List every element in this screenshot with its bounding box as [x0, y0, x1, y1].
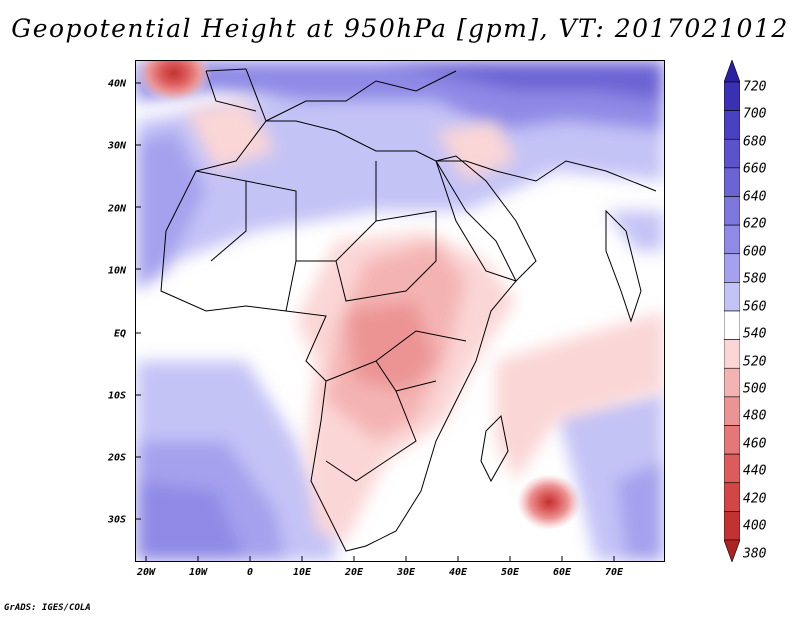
colorbar-level-label: 460 — [743, 436, 767, 452]
lon-label-30e: 30E — [396, 567, 416, 578]
colorbar-level-label: 420 — [743, 491, 767, 507]
colorbar-bin — [724, 253, 740, 283]
low-pressure-shading — [186, 101, 664, 541]
colorbar-level-label: 380 — [743, 546, 767, 562]
colorbar-bottom-arrow — [724, 539, 740, 562]
chart-title: Geopotential Height at 950hPa [gpm], VT:… — [11, 14, 789, 43]
colorbar-level-label: 440 — [743, 463, 767, 479]
low-center-northwest — [136, 61, 212, 103]
lon-label-10e: 10E — [292, 567, 312, 578]
lat-label-20n: 20N — [107, 203, 126, 215]
colorbar-bin — [724, 425, 740, 455]
colorbar-bin — [724, 310, 740, 340]
colorbar-bin — [724, 138, 740, 169]
colorbar-bin — [724, 396, 740, 426]
lat-label-10n: 10N — [107, 265, 126, 277]
colorbar-bin — [724, 196, 740, 226]
lon-label-20w: 20W — [136, 567, 156, 578]
colorbar-level-label: 720 — [743, 79, 767, 95]
colorbar-level-label: 640 — [743, 189, 767, 205]
lon-label-10w: 10W — [188, 567, 208, 578]
lon-label-20e: 20E — [344, 567, 364, 578]
lat-label-30n: 30N — [107, 140, 126, 152]
colorbar-level-label: 540 — [743, 326, 767, 342]
colorbar-level-label: 700 — [743, 106, 767, 122]
lat-label-20s: 20S — [107, 452, 126, 464]
map-panel — [135, 60, 665, 562]
lon-label-70e: 70E — [604, 567, 624, 578]
coastlines-and-borders — [160, 68, 657, 552]
colorbar — [724, 60, 740, 562]
colorbar-level-label: 660 — [743, 161, 767, 177]
axis-ticks — [136, 82, 615, 561]
footer-credit: GrADS: IGES/COLA — [4, 603, 91, 613]
colorbar-level-label: 580 — [743, 271, 767, 287]
lat-label-40n: 40N — [107, 78, 126, 90]
colorbar-top-arrow — [724, 60, 740, 83]
geopotential-map — [136, 61, 664, 561]
colorbar-bin — [724, 110, 740, 140]
colorbar-bin — [724, 367, 740, 398]
colorbar-level-label: 620 — [743, 216, 767, 232]
colorbar-bin — [724, 224, 740, 255]
colorbar-bin — [724, 511, 740, 541]
colorbar-level-label: 560 — [743, 299, 767, 315]
colorbar-level-label: 500 — [743, 381, 767, 397]
colorbar-bin — [724, 482, 740, 512]
lon-label-0: 0 — [246, 567, 254, 578]
lat-label-10s: 10S — [107, 390, 126, 402]
low-center-southeast — [517, 474, 581, 530]
lon-label-60e: 60E — [552, 567, 572, 578]
colorbar-bin — [724, 339, 740, 369]
lat-label-eq: EQ — [113, 328, 126, 340]
colorbar-level-label: 600 — [743, 244, 767, 260]
colorbar-level-label: 480 — [743, 408, 767, 424]
colorbar-bin — [724, 282, 740, 312]
colorbar-level-label: 400 — [743, 518, 767, 534]
colorbar-bin — [724, 81, 740, 111]
lon-label-50e: 50E — [500, 567, 520, 578]
colorbar-level-label: 520 — [743, 354, 767, 369]
lon-label-40e: 40E — [448, 567, 468, 578]
colorbar-level-label: 680 — [743, 134, 767, 150]
high-pressure-shading — [136, 61, 664, 561]
lat-label-30s: 30S — [107, 514, 126, 526]
colorbar-bin — [724, 453, 740, 484]
colorbar-bin — [724, 167, 740, 197]
